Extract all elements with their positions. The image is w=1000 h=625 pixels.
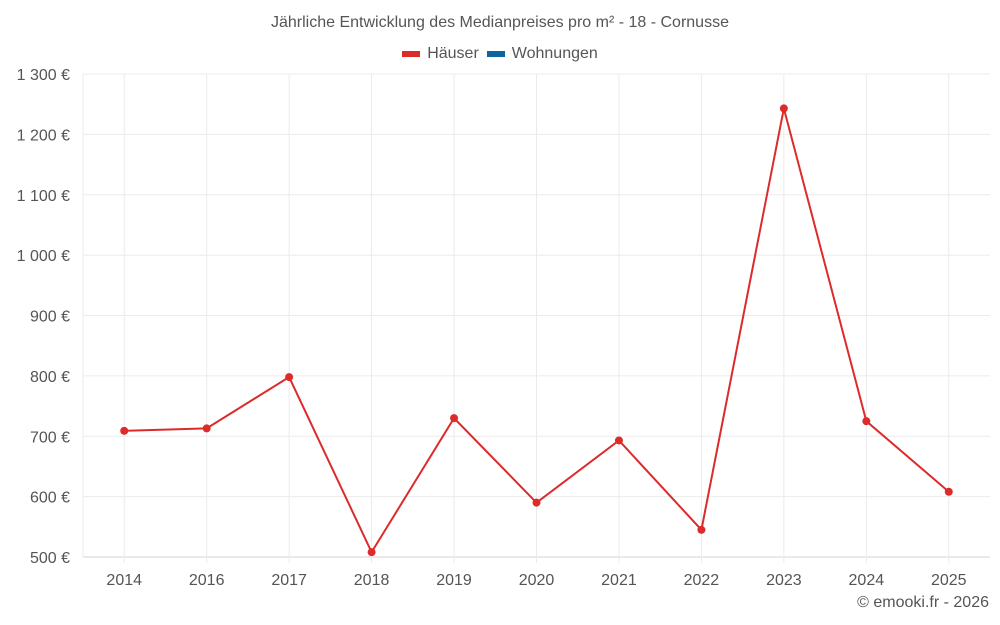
x-tick-label: 2025 xyxy=(931,572,967,589)
data-point[interactable] xyxy=(697,525,706,534)
x-tick-label: 2023 xyxy=(766,572,802,589)
data-point[interactable] xyxy=(202,424,211,433)
data-point[interactable] xyxy=(285,373,294,382)
data-point[interactable] xyxy=(614,436,623,445)
x-tick-label: 2016 xyxy=(189,572,225,589)
data-point[interactable] xyxy=(862,417,871,426)
data-point[interactable] xyxy=(779,104,788,113)
x-tick-label: 2017 xyxy=(271,572,307,589)
x-tick-label: 2021 xyxy=(601,572,637,589)
legend: Häuser Wohnungen xyxy=(0,45,1000,63)
data-point[interactable] xyxy=(532,498,541,507)
x-tick-label: 2014 xyxy=(106,572,142,589)
legend-item-haeuser[interactable]: Häuser xyxy=(402,45,479,63)
legend-swatch-icon xyxy=(486,51,505,57)
y-tick-label: 500 € xyxy=(30,550,70,567)
x-tick-label: 2020 xyxy=(519,572,555,589)
x-tick-label: 2019 xyxy=(436,572,472,589)
y-tick-label: 800 € xyxy=(30,369,70,386)
legend-swatch-icon xyxy=(402,51,421,57)
y-tick-label: 700 € xyxy=(30,429,70,446)
data-point[interactable] xyxy=(944,487,953,496)
y-tick-label: 900 € xyxy=(30,309,70,326)
y-tick-label: 1 300 € xyxy=(17,67,70,84)
y-tick-label: 600 € xyxy=(30,490,70,507)
y-tick-label: 1 200 € xyxy=(17,127,70,144)
x-tick-label: 2024 xyxy=(849,572,885,589)
x-tick-label: 2018 xyxy=(354,572,390,589)
legend-label: Häuser xyxy=(427,45,479,62)
data-point[interactable] xyxy=(450,414,459,423)
copyright-footer: © emooki.fr - 2026 xyxy=(857,594,989,611)
y-tick-label: 1 000 € xyxy=(17,248,70,265)
data-point[interactable] xyxy=(120,426,129,435)
legend-label: Wohnungen xyxy=(511,45,598,62)
x-tick-label: 2022 xyxy=(684,572,720,589)
y-tick-label: 1 100 € xyxy=(17,188,70,205)
legend-item-wohnungen[interactable]: Wohnungen xyxy=(486,45,598,63)
data-point[interactable] xyxy=(367,548,376,557)
chart-title: Jährliche Entwicklung des Medianpreises … xyxy=(271,14,729,31)
